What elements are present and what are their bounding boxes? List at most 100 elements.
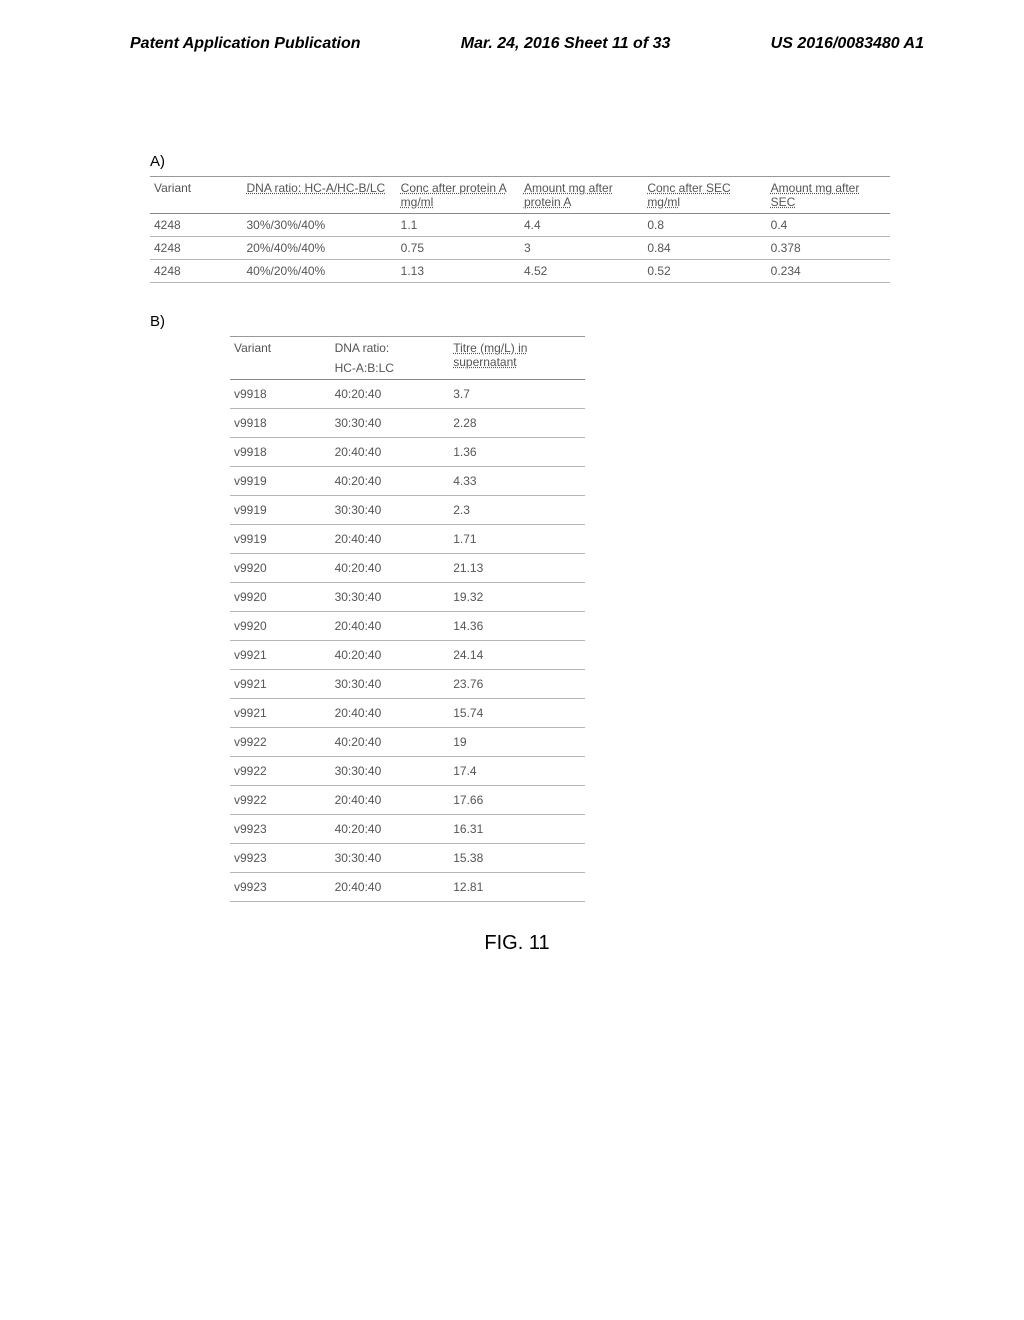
- table-cell: 0.52: [643, 260, 766, 283]
- table-a: Variant DNA ratio: HC-A/HC-B/LC Conc aft…: [150, 176, 890, 283]
- table-row: v992220:40:4017.66: [230, 786, 585, 815]
- table-cell: v9923: [230, 873, 331, 902]
- table-b: Variant DNA ratio: HC-A:B:LC Titre (mg/L…: [230, 336, 585, 902]
- table-cell: 0.75: [397, 237, 520, 260]
- table-cell: 4248: [150, 237, 243, 260]
- table-cell: 20:40:40: [331, 699, 450, 728]
- table-row: v992230:30:4017.4: [230, 757, 585, 786]
- col-amount2: Amount mg after SEC: [767, 177, 890, 214]
- table-cell: v9923: [230, 815, 331, 844]
- col-variant: Variant: [150, 177, 243, 214]
- table-cell: 1.71: [449, 525, 585, 554]
- table-cell: 1.13: [397, 260, 520, 283]
- table-cell: 17.66: [449, 786, 585, 815]
- table-cell: 19.32: [449, 583, 585, 612]
- table-cell: 4.4: [520, 214, 643, 237]
- table-cell: v9923: [230, 844, 331, 873]
- section-a-label: A): [150, 153, 884, 170]
- table-cell: 0.8: [643, 214, 766, 237]
- col-ratio-b: DNA ratio: HC-A:B:LC: [331, 337, 450, 380]
- table-cell: 40:20:40: [331, 380, 450, 409]
- table-row: v992040:20:4021.13: [230, 554, 585, 583]
- table-cell: 4248: [150, 260, 243, 283]
- table-row: v992020:40:4014.36: [230, 612, 585, 641]
- table-cell: 20:40:40: [331, 612, 450, 641]
- table-row: v992340:20:4016.31: [230, 815, 585, 844]
- table-cell: 21.13: [449, 554, 585, 583]
- col-conc2: Conc after SEC mg/ml: [643, 177, 766, 214]
- table-cell: 17.4: [449, 757, 585, 786]
- table-row: v992320:40:4012.81: [230, 873, 585, 902]
- table-row: 424830%/30%/40%1.14.40.80.4: [150, 214, 890, 237]
- table-row: v991930:30:402.3: [230, 496, 585, 525]
- table-a-body: 424830%/30%/40%1.14.40.80.4424820%/40%/4…: [150, 214, 890, 283]
- col-titre: Titre (mg/L) in supernatant: [449, 337, 585, 380]
- table-row: v992330:30:4015.38: [230, 844, 585, 873]
- table-cell: v9919: [230, 467, 331, 496]
- col-amount1: Amount mg after protein A: [520, 177, 643, 214]
- table-cell: v9921: [230, 699, 331, 728]
- table-cell: v9918: [230, 380, 331, 409]
- table-cell: 0.4: [767, 214, 890, 237]
- table-row: v992240:20:4019: [230, 728, 585, 757]
- table-cell: 20:40:40: [331, 786, 450, 815]
- table-cell: 40:20:40: [331, 728, 450, 757]
- table-row: v991820:40:401.36: [230, 438, 585, 467]
- table-cell: v9918: [230, 409, 331, 438]
- table-cell: 4.52: [520, 260, 643, 283]
- table-cell: v9922: [230, 757, 331, 786]
- table-cell: 2.28: [449, 409, 585, 438]
- table-cell: 12.81: [449, 873, 585, 902]
- page-header: Patent Application Publication Mar. 24, …: [0, 0, 1024, 63]
- table-cell: 24.14: [449, 641, 585, 670]
- table-cell: 19: [449, 728, 585, 757]
- table-cell: 15.74: [449, 699, 585, 728]
- table-row: v991940:20:404.33: [230, 467, 585, 496]
- table-cell: 0.378: [767, 237, 890, 260]
- col-variant-b: Variant: [230, 337, 331, 380]
- table-cell: 40:20:40: [331, 641, 450, 670]
- table-cell: v9919: [230, 496, 331, 525]
- table-row: v992120:40:4015.74: [230, 699, 585, 728]
- table-cell: v9921: [230, 670, 331, 699]
- table-cell: 1.1: [397, 214, 520, 237]
- table-row: v991830:30:402.28: [230, 409, 585, 438]
- table-cell: v9920: [230, 554, 331, 583]
- table-b-header-row: Variant DNA ratio: HC-A:B:LC Titre (mg/L…: [230, 337, 585, 380]
- content-area: A) Variant DNA ratio: HC-A/HC-B/LC Conc …: [0, 63, 1024, 955]
- table-row: 424820%/40%/40%0.7530.840.378: [150, 237, 890, 260]
- table-cell: 23.76: [449, 670, 585, 699]
- table-cell: 30:30:40: [331, 757, 450, 786]
- table-b-body: v991840:20:403.7v991830:30:402.28v991820…: [230, 380, 585, 902]
- table-cell: 20:40:40: [331, 438, 450, 467]
- header-right: US 2016/0083480 A1: [771, 35, 924, 53]
- table-cell: 16.31: [449, 815, 585, 844]
- table-cell: 20:40:40: [331, 525, 450, 554]
- table-cell: 40:20:40: [331, 815, 450, 844]
- table-cell: 30:30:40: [331, 409, 450, 438]
- table-cell: v9919: [230, 525, 331, 554]
- table-cell: 20%/40%/40%: [243, 237, 397, 260]
- table-cell: v9918: [230, 438, 331, 467]
- header-left: Patent Application Publication: [130, 35, 361, 53]
- table-row: v992030:30:4019.32: [230, 583, 585, 612]
- table-cell: v9922: [230, 728, 331, 757]
- table-cell: 3.7: [449, 380, 585, 409]
- table-cell: 4248: [150, 214, 243, 237]
- table-cell: v9922: [230, 786, 331, 815]
- table-cell: 30%/30%/40%: [243, 214, 397, 237]
- table-cell: 2.3: [449, 496, 585, 525]
- table-cell: 20:40:40: [331, 873, 450, 902]
- table-cell: 30:30:40: [331, 670, 450, 699]
- table-cell: 30:30:40: [331, 583, 450, 612]
- table-cell: 30:30:40: [331, 844, 450, 873]
- table-row: v991840:20:403.7: [230, 380, 585, 409]
- table-row: v991920:40:401.71: [230, 525, 585, 554]
- table-cell: 30:30:40: [331, 496, 450, 525]
- col-ratio: DNA ratio: HC-A/HC-B/LC: [243, 177, 397, 214]
- table-cell: 1.36: [449, 438, 585, 467]
- table-cell: 4.33: [449, 467, 585, 496]
- figure-caption: FIG. 11: [150, 932, 884, 955]
- section-b-label: B): [150, 313, 884, 330]
- table-a-header-row: Variant DNA ratio: HC-A/HC-B/LC Conc aft…: [150, 177, 890, 214]
